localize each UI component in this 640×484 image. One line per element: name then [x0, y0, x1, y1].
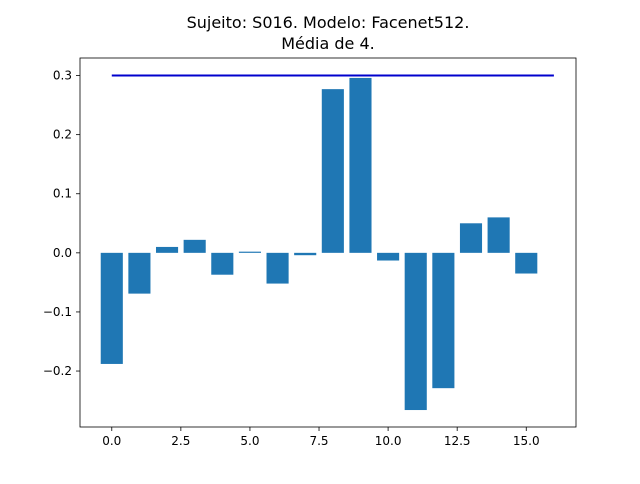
y-tick-label: 0.3	[53, 69, 72, 83]
bar-14	[487, 217, 510, 253]
plot-area-frame	[79, 57, 577, 428]
y-tick-label: −0.2	[43, 364, 72, 378]
bar-3	[183, 239, 206, 253]
bar-6	[266, 252, 289, 284]
bar-2	[155, 246, 179, 253]
bar-11	[404, 252, 427, 411]
chart-title-line-2: Média de 4.	[281, 34, 375, 53]
y-tick-label: 0.0	[53, 246, 72, 260]
chart-title-line-1: Sujeito: S016. Modelo: Facenet512.	[187, 13, 470, 32]
bar-5	[238, 251, 261, 253]
x-tick-label: 0.0	[102, 434, 121, 448]
y-axis: −0.2 −0.1 0.0 0.1 0.2 0.3	[43, 69, 80, 378]
bar-7	[294, 252, 317, 256]
x-tick-label: 2.5	[171, 434, 190, 448]
x-tick-label: 7.5	[309, 434, 328, 448]
x-tick-label: 12.5	[444, 434, 471, 448]
bar-8	[321, 89, 344, 253]
y-tick-label: 0.2	[53, 128, 72, 142]
bar-15	[515, 252, 538, 274]
x-axis: 0.0 2.5 5.0 7.5 10.0 12.5 15.0	[102, 427, 540, 448]
bar-12	[432, 252, 455, 389]
bar-4	[211, 252, 234, 275]
y-tick-label: 0.1	[53, 187, 72, 201]
bar-10	[377, 252, 400, 261]
bar-0	[100, 252, 123, 364]
bar-9	[349, 77, 372, 253]
x-tick-label: 10.0	[375, 434, 402, 448]
x-tick-label: 15.0	[513, 434, 540, 448]
bars-group	[100, 77, 538, 411]
bar-1	[128, 252, 151, 294]
x-tick-label: 5.0	[240, 434, 259, 448]
bar-13	[459, 223, 483, 253]
y-tick-label: −0.1	[43, 305, 72, 319]
